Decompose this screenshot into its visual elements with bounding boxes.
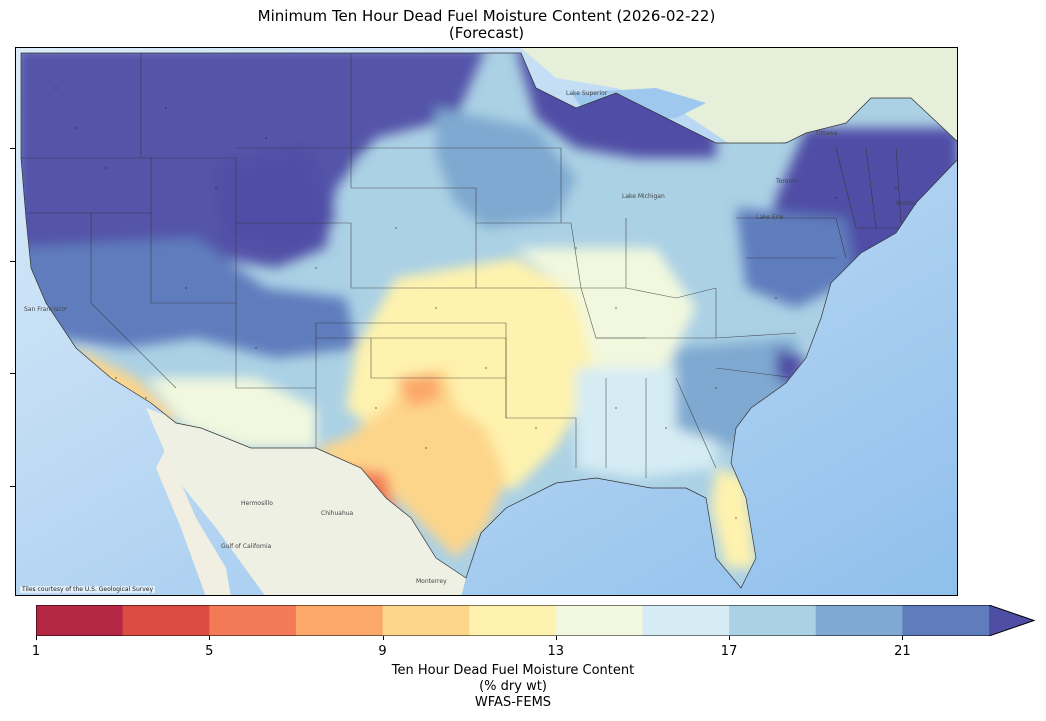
- colorbar-segment: [469, 605, 557, 636]
- colorbar-segment: [295, 605, 384, 636]
- colorbar-segment: [209, 605, 297, 636]
- colorbar-label-line-2: (% dry wt): [479, 679, 547, 694]
- map-title: Minimum Ten Hour Dead Fuel Moisture Cont…: [0, 8, 973, 42]
- colorbar-segment: [382, 605, 470, 636]
- map-credit: Tiles courtesy of the U.S. Geological Su…: [20, 586, 156, 593]
- colorbar-tick-label: 17: [720, 644, 738, 659]
- map-label-hermosillo: Hermosillo: [241, 500, 273, 507]
- map-canvas[interactable]: [16, 48, 958, 596]
- map-label-monterrey: Monterrey: [416, 578, 447, 585]
- map-label-ottawa: Ottawa: [816, 130, 838, 137]
- map-label-toronto: Toronto: [776, 178, 799, 185]
- colorbar-segment: [122, 605, 210, 636]
- colorbar-segment: [555, 605, 643, 636]
- map-label-lake-erie: Lake Erie: [756, 214, 784, 221]
- colorbar-segment: [729, 605, 817, 636]
- colorbar-tick-mark: [36, 636, 37, 640]
- colorbar: [36, 605, 1036, 636]
- colorbar-segment: [36, 605, 124, 636]
- colorbar-tick-mark: [555, 636, 557, 640]
- map-label-lake-superior: Lake Superior: [566, 90, 608, 97]
- map-label-gulf-of-california: Gulf of California: [221, 543, 272, 550]
- colorbar-segment: [902, 605, 990, 636]
- colorbar-label: Ten Hour Dead Fuel Moisture Content (% d…: [0, 663, 1026, 711]
- colorbar-segment: [642, 605, 730, 636]
- colorbar-tick-mark: [382, 636, 384, 640]
- colorbar-label-line-3: WFAS-FEMS: [474, 695, 552, 710]
- colorbar-outline: [36, 605, 1036, 636]
- y-axis-tick: [10, 373, 15, 374]
- y-axis-tick: [10, 261, 15, 262]
- y-axis-tick: [10, 148, 15, 149]
- map-label-lake-michigan: Lake Michigan: [622, 193, 665, 200]
- colorbar-tick-label: 13: [547, 644, 565, 659]
- colorbar-tick-label: 1: [31, 644, 41, 659]
- map-panel[interactable]: Lake Superior Lake Michigan Lake Erie Ot…: [15, 47, 958, 596]
- colorbar-tick-label: 21: [894, 644, 911, 659]
- colorbar-tick-mark: [902, 636, 904, 640]
- map-label-chihuahua: Chihuahua: [321, 510, 354, 517]
- colorbar-segment: [815, 605, 903, 636]
- title-line-2: (Forecast): [448, 24, 525, 42]
- colorbar-tick-label: 5: [205, 644, 214, 659]
- y-axis-tick: [10, 486, 15, 487]
- title-line-1: Minimum Ten Hour Dead Fuel Moisture Cont…: [257, 7, 716, 25]
- colorbar-label-line-1: Ten Hour Dead Fuel Moisture Content: [391, 663, 635, 678]
- colorbar-tick-mark: [209, 636, 211, 640]
- colorbar-extension-arrow: [989, 605, 1034, 636]
- map-label-san-francisco: San Francisco: [24, 306, 66, 313]
- colorbar-tick-label: 9: [378, 644, 387, 659]
- map-label-boston: Boston: [896, 200, 917, 207]
- colorbar-tick-mark: [729, 636, 731, 640]
